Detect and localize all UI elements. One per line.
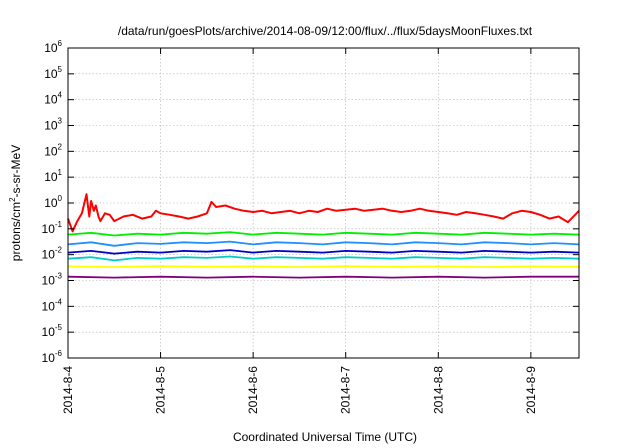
y-axis-label-base: protons/cm <box>9 202 23 261</box>
y-axis: 10-610-510-410-310-210-11001011021031041… <box>42 39 579 365</box>
y-tick-label: 103 <box>44 117 62 133</box>
series-line-1 <box>67 193 580 233</box>
y-tick-base: 10 <box>44 41 58 55</box>
y-tick-label: 10-6 <box>42 349 63 365</box>
y-axis-label-sup: 2 <box>8 197 17 202</box>
y-tick-base: 10 <box>44 144 58 158</box>
y-tick-label: 10-4 <box>42 297 63 313</box>
y-tick-label: 10-2 <box>42 246 63 262</box>
y-axis-label-rest: -s-sr-MeV <box>9 145 23 198</box>
y-tick-label: 105 <box>44 65 62 81</box>
y-tick-label: 102 <box>44 142 62 158</box>
y-axis-label: protons/cm2-s-sr-MeV <box>8 145 23 261</box>
y-tick-base: 10 <box>42 274 56 288</box>
grid <box>68 48 579 358</box>
y-tick-base: 10 <box>42 222 56 236</box>
y-tick-exp: -5 <box>55 323 63 332</box>
y-tick-label: 100 <box>44 194 62 210</box>
y-tick-exp: -1 <box>55 220 63 229</box>
series-line-5 <box>67 255 580 262</box>
y-tick-exp: 0 <box>58 194 63 203</box>
y-tick-base: 10 <box>44 170 58 184</box>
y-tick-exp: 1 <box>58 168 63 177</box>
y-tick-label: 10-5 <box>42 323 63 339</box>
y-tick-base: 10 <box>42 299 56 313</box>
series-line-6 <box>67 265 580 269</box>
y-tick-exp: -3 <box>55 272 63 281</box>
x-tick-label: 2014-8-5 <box>154 366 168 414</box>
x-tick-label: 2014-8-7 <box>339 366 353 414</box>
y-tick-exp: 5 <box>58 65 63 74</box>
x-axis: 2014-8-4 2014-8-5 2014-8-6 2014-8-7 2014-8-8… <box>61 48 538 414</box>
x-tick-label: 2014-8-4 <box>61 366 75 414</box>
y-tick-exp: -4 <box>55 297 63 306</box>
chart-title: /data/run/goesPlots/archive/2014-08-09/1… <box>118 24 533 38</box>
y-tick-base: 10 <box>44 93 58 107</box>
y-tick-label: 10-3 <box>42 272 63 288</box>
y-tick-exp: 3 <box>58 117 63 126</box>
y-tick-base: 10 <box>42 248 56 262</box>
y-tick-exp: 6 <box>58 39 63 48</box>
x-axis-label: Coordinated Universal Time (UTC) <box>233 430 417 444</box>
y-tick-base: 10 <box>44 67 58 81</box>
series-line-7 <box>67 275 579 279</box>
series-line-3 <box>67 240 580 247</box>
y-tick-base: 10 <box>42 325 56 339</box>
y-tick-label: 10-1 <box>42 220 63 236</box>
x-tick-label: 2014-8-8 <box>431 366 445 414</box>
y-tick-exp: -2 <box>55 246 63 255</box>
y-tick-label: 101 <box>44 168 62 184</box>
series-group <box>67 193 580 279</box>
y-tick-base: 10 <box>42 351 56 365</box>
y-tick-label: 104 <box>44 91 62 107</box>
y-tick-base: 10 <box>44 119 58 133</box>
y-tick-exp: 2 <box>58 142 63 151</box>
series-line-4 <box>67 249 580 255</box>
series-line-2 <box>67 231 580 237</box>
y-tick-label: 106 <box>44 39 62 55</box>
y-tick-exp: -6 <box>55 349 63 358</box>
x-tick-label: 2014-8-9 <box>524 366 538 414</box>
x-tick-label: 2014-8-6 <box>246 366 260 414</box>
y-tick-base: 10 <box>44 196 58 210</box>
y-tick-exp: 4 <box>58 91 63 100</box>
